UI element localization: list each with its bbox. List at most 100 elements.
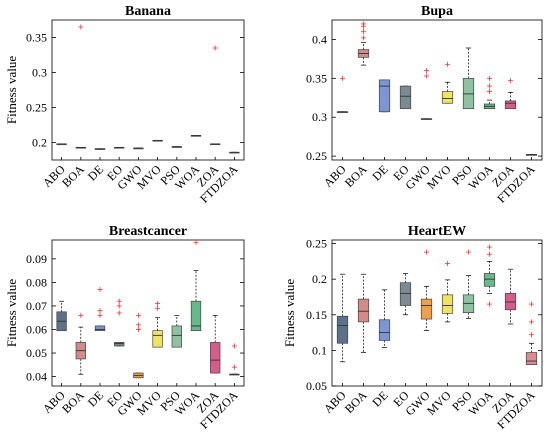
outlier-marker: [361, 21, 366, 27]
y-axis-label: Fitness value: [4, 279, 19, 347]
box-mvo: [152, 139, 163, 142]
iqr-box: [357, 298, 370, 323]
outlier-marker: [487, 244, 492, 250]
outlier-marker: [529, 319, 534, 325]
iqr-box: [483, 273, 496, 287]
chart-title: Banana: [125, 4, 171, 19]
y-tick-label: 0.06: [26, 322, 47, 336]
y-tick-label: 0.4: [312, 32, 327, 46]
outlier-marker: [424, 68, 429, 74]
iqr-box: [114, 342, 125, 347]
plot-frame: [51, 239, 245, 387]
category-label-de: DE: [369, 162, 390, 183]
iqr-box: [399, 282, 412, 306]
outlier-marker: [529, 332, 534, 338]
box-abo: [56, 300, 67, 332]
outlier-marker: [116, 310, 122, 316]
box-abo: [336, 273, 349, 363]
box-zoa: [210, 45, 221, 146]
outlier-marker: [445, 61, 450, 67]
outlier-marker: [424, 249, 429, 255]
box-gwo: [133, 312, 144, 379]
y-tick-label: 0.35: [26, 31, 47, 45]
box-de: [378, 79, 391, 113]
y-tick-label: 0.05: [306, 379, 327, 393]
category-label-de: DE: [369, 388, 390, 409]
box-gwo: [420, 68, 433, 120]
y-tick-label: 0.05: [26, 346, 47, 360]
box-abo: [56, 143, 67, 146]
box-woa: [190, 135, 202, 137]
box-mvo: [152, 301, 163, 348]
outlier-marker: [231, 364, 237, 370]
outlier-marker: [135, 322, 141, 328]
iqr-box: [399, 85, 412, 110]
box-ftdzoa: [525, 301, 538, 365]
iqr-box: [441, 294, 454, 314]
box-pso: [171, 146, 182, 148]
box-pso: [462, 47, 475, 110]
box-pso: [171, 315, 182, 348]
iqr-box: [94, 325, 106, 332]
outlier-marker: [445, 261, 450, 267]
y-tick-label: 0.04: [26, 370, 47, 384]
box-zoa: [210, 315, 221, 374]
outlier-marker: [340, 75, 345, 81]
iqr-box: [171, 325, 182, 348]
outlier-marker: [361, 35, 366, 41]
outlier-marker: [135, 312, 141, 318]
outlier-marker: [487, 251, 492, 257]
iqr-box: [378, 79, 391, 113]
box-eo: [114, 298, 125, 347]
y-tick-label: 0.25: [306, 237, 327, 251]
iqr-box: [378, 319, 391, 341]
outlier-marker: [116, 303, 122, 309]
outlier-marker: [155, 301, 161, 307]
outlier-marker: [193, 239, 199, 245]
category-label-de: DE: [85, 388, 106, 409]
category-label-boa: BOA: [342, 162, 370, 190]
iqr-box: [420, 298, 433, 320]
outlier-marker: [487, 301, 492, 307]
plot-frame: [51, 19, 245, 161]
y-axis-label: Fitness value: [4, 56, 19, 124]
iqr-box: [336, 315, 349, 344]
y-tick-label: 0.2: [32, 136, 47, 150]
outlier-marker: [78, 24, 84, 30]
iqr-box: [441, 91, 454, 104]
box-eo: [399, 273, 412, 316]
box-boa: [357, 21, 370, 66]
outlier-marker: [231, 343, 237, 349]
outlier-marker: [508, 78, 513, 84]
y-tick-label: 0.09: [26, 252, 47, 266]
outlier-marker: [424, 73, 429, 79]
outlier-marker: [155, 305, 161, 311]
box-de: [94, 286, 106, 332]
category-label-boa: BOA: [59, 388, 87, 416]
box-de: [94, 148, 106, 150]
y-axis-label: Fitness value: [282, 279, 297, 347]
outlier-marker: [97, 286, 103, 292]
outlier-marker: [466, 249, 471, 255]
box-de: [378, 289, 391, 348]
iqr-box: [152, 330, 163, 348]
y-tick-label: 0.35: [306, 71, 327, 85]
box-eo: [399, 85, 412, 110]
outlier-marker: [529, 301, 534, 307]
outlier-marker: [487, 83, 492, 89]
iqr-box: [210, 342, 221, 374]
y-tick-label: 0.08: [26, 275, 47, 289]
box-ftdzoa: [229, 151, 240, 154]
box-abo: [336, 75, 349, 113]
box-mvo: [441, 261, 454, 323]
outlier-marker: [78, 312, 84, 318]
outlier-marker: [97, 308, 103, 314]
box-ftdzoa: [229, 343, 240, 376]
panel-breastcancer: Breastcancer Fitness value 0.04 0.05 0.06 0.0…: [4, 224, 245, 432]
box-boa: [75, 312, 86, 375]
iqr-box: [504, 100, 517, 110]
